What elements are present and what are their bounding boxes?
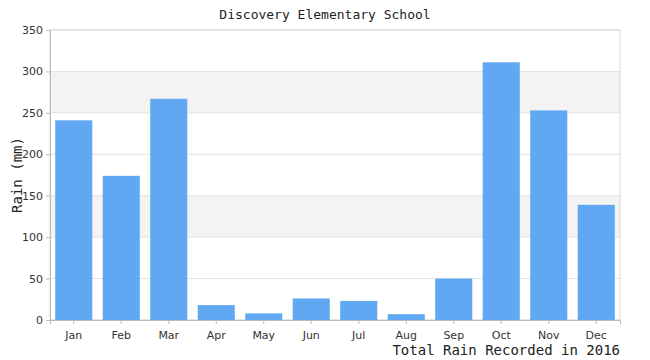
x-tick-label: Mar	[158, 329, 179, 342]
y-tick: 100	[22, 231, 50, 244]
y-axis-title: Rain (mm)	[9, 137, 25, 213]
x-tick: Sep	[443, 320, 464, 342]
bars	[55, 62, 615, 320]
y-tick: 50	[29, 273, 50, 286]
y-tick-mark	[46, 279, 50, 280]
chart: 050100150200250300350JanFebMarAprMayJunJ…	[0, 0, 650, 360]
x-tick: Apr	[207, 320, 227, 342]
y-tick: 300	[22, 65, 50, 78]
x-tick: Oct	[492, 320, 512, 342]
bar	[578, 205, 615, 320]
y-tick-label: 300	[22, 65, 43, 78]
x-tick-label: Nov	[538, 329, 560, 342]
x-tick: Jan	[64, 320, 82, 342]
bar	[483, 62, 520, 320]
x-tick-mark	[263, 320, 264, 324]
x-axis: Jan Feb Mar Apr May Jun Jul Aug Sep Oct Nov Dec	[51, 320, 621, 342]
x-tick-label: Jan	[64, 329, 82, 342]
y-tick: 350	[22, 24, 50, 37]
x-tick-label: Jun	[302, 329, 320, 342]
bar	[388, 314, 425, 320]
plot-frame	[50, 30, 620, 320]
bar	[150, 99, 187, 320]
x-tick-label: Jul	[351, 329, 365, 342]
y-tick-label: 0	[36, 314, 43, 327]
y-tick-mark	[46, 237, 50, 238]
x-tick-label: Apr	[207, 329, 227, 342]
y-tick-label: 150	[22, 190, 43, 203]
y-tick: 0	[36, 314, 50, 327]
y-tick-label: 200	[22, 148, 43, 161]
x-tick: Nov	[538, 320, 560, 342]
x-tick-label: Oct	[492, 329, 512, 342]
grid-band	[50, 71, 620, 112]
y-tick: 250	[22, 107, 50, 120]
x-tick-mark	[121, 320, 122, 324]
x-tick: May	[252, 320, 275, 342]
bar	[103, 176, 140, 320]
bar	[245, 313, 282, 320]
x-tick: Jul	[351, 320, 365, 342]
bar	[293, 298, 330, 320]
y-tick-mark	[46, 30, 50, 31]
plot: 050100150200250300350JanFebMarAprMayJunJ…	[22, 24, 621, 342]
y-tick-label: 350	[22, 24, 43, 37]
x-axis-line	[51, 321, 621, 325]
y-axis: 0 50 100 150 200 250 300 350	[22, 24, 51, 327]
x-tick: Aug	[396, 320, 417, 342]
bar	[198, 305, 235, 320]
y-tick-mark	[46, 71, 50, 72]
y-tick: 200	[22, 148, 50, 161]
y-tick: 150	[22, 190, 50, 203]
x-tick: Mar	[158, 320, 179, 342]
x-tick-label: Sep	[443, 329, 464, 342]
y-tick-label: 250	[22, 107, 43, 120]
x-tick: Dec	[586, 320, 607, 342]
y-tick-mark	[46, 154, 50, 155]
x-tick-mark	[168, 320, 169, 324]
y-tick-label: 50	[29, 273, 43, 286]
x-tick-mark	[216, 320, 217, 324]
x-tick: Jun	[302, 320, 320, 342]
x-tick-mark	[453, 320, 454, 324]
bar	[340, 301, 377, 320]
x-tick-label: Feb	[112, 329, 131, 342]
x-tick-mark	[548, 320, 549, 324]
x-tick: Feb	[112, 320, 131, 342]
x-tick-label: Aug	[396, 329, 417, 342]
x-tick-mark	[73, 320, 74, 324]
y-tick-mark	[46, 113, 50, 114]
x-tick-mark	[311, 320, 312, 324]
title: Discovery Elementary School	[219, 7, 430, 22]
y-axis-line	[46, 31, 51, 321]
x-tick-mark	[358, 320, 359, 324]
x-tick-label: Dec	[586, 329, 607, 342]
bar	[530, 110, 567, 320]
x-tick-label: May	[252, 329, 275, 342]
x-tick-mark	[406, 320, 407, 324]
x-axis-title: Total Rain Recorded in 2016	[392, 342, 620, 358]
x-tick-mark	[596, 320, 597, 324]
bar	[55, 120, 92, 320]
grid-line	[50, 71, 620, 72]
y-tick-label: 100	[22, 231, 43, 244]
y-tick-mark	[46, 196, 50, 197]
x-tick-mark	[501, 320, 502, 324]
y-tick-mark	[46, 320, 50, 321]
bar	[435, 279, 472, 320]
